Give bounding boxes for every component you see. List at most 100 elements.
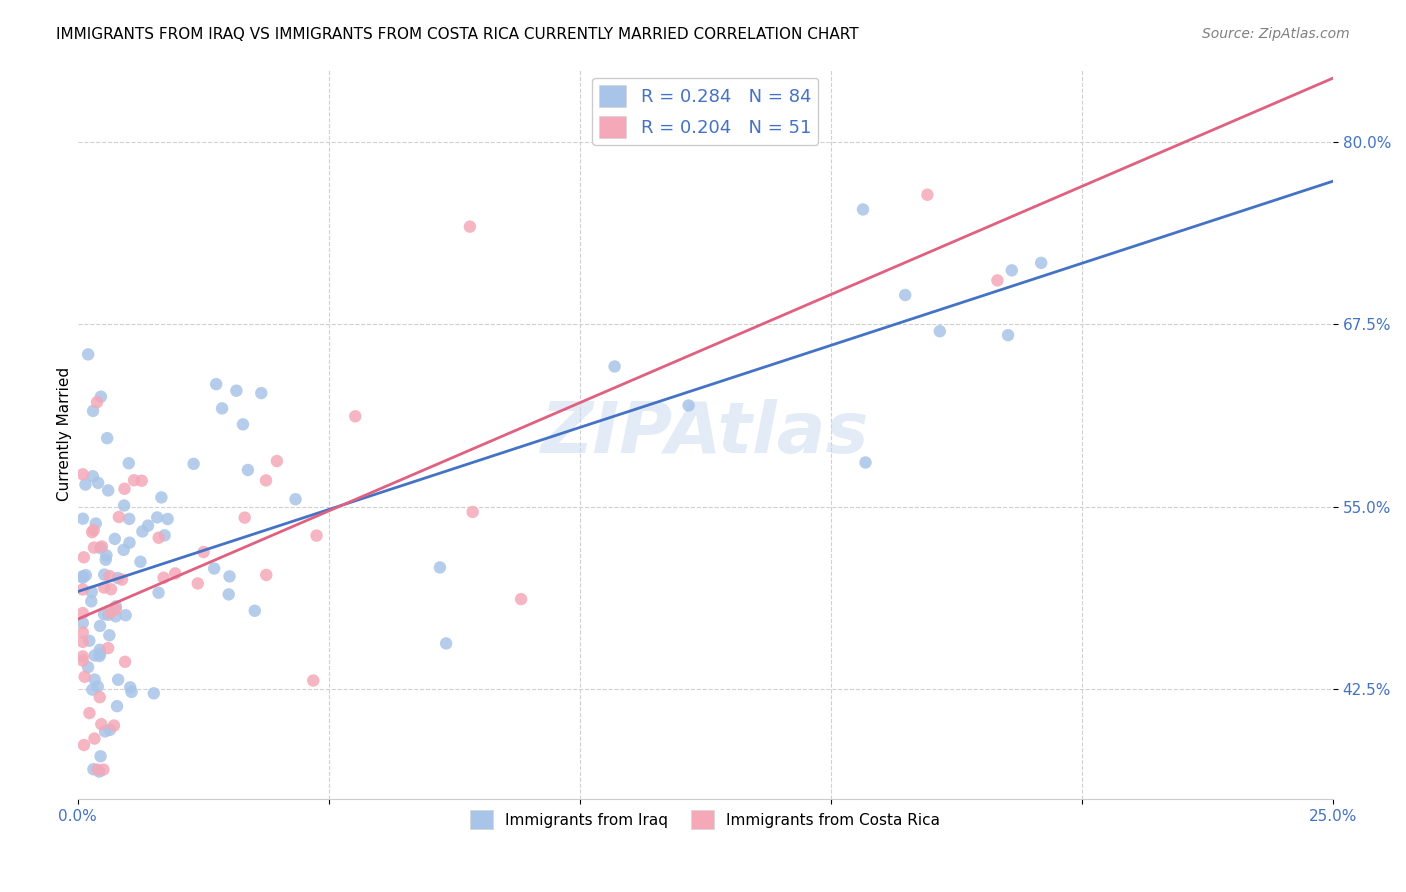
Point: [136, 518, 159, 533]
Point: [82, 762, 104, 776]
Point: [97, 483, 120, 498]
Point: [93, 581, 115, 595]
Point: [146, 510, 169, 524]
Point: [89, 764, 111, 779]
Point: [89, 690, 111, 705]
Point: [104, 602, 127, 616]
Point: [83, 541, 105, 555]
Point: [510, 592, 533, 607]
Point: [104, 609, 127, 624]
Point: [148, 586, 170, 600]
Point: [72, 606, 94, 620]
Point: [94, 552, 117, 566]
Point: [129, 555, 152, 569]
Point: [98, 569, 121, 583]
Point: [72, 625, 94, 640]
Point: [90, 749, 112, 764]
Point: [254, 474, 277, 488]
Point: [120, 681, 142, 695]
Point: [114, 608, 136, 623]
Point: [84, 516, 107, 531]
Point: [236, 463, 259, 477]
Point: [344, 409, 367, 424]
Point: [225, 384, 247, 398]
Point: [302, 673, 325, 688]
Point: [114, 655, 136, 669]
Point: [112, 499, 135, 513]
Point: [461, 505, 484, 519]
Point: [104, 599, 127, 614]
Point: [83, 731, 105, 746]
Point: [83, 523, 105, 537]
Point: [96, 549, 118, 563]
Point: [100, 582, 122, 597]
Point: [894, 288, 917, 302]
Point: [98, 723, 121, 737]
Point: [72, 635, 94, 649]
Point: [93, 763, 115, 777]
Point: [89, 642, 111, 657]
Point: [917, 187, 939, 202]
Point: [103, 718, 125, 732]
Point: [232, 417, 254, 432]
Point: [153, 528, 176, 542]
Point: [118, 456, 141, 470]
Point: [122, 473, 145, 487]
Point: [80, 525, 103, 540]
Point: [72, 654, 94, 668]
Point: [233, 510, 256, 524]
Point: [80, 585, 103, 599]
Point: [72, 582, 94, 597]
Point: [266, 454, 288, 468]
Point: [86, 763, 108, 777]
Point: [80, 594, 103, 608]
Point: [72, 649, 94, 664]
Point: [111, 573, 134, 587]
Point: [90, 540, 112, 554]
Point: [89, 647, 111, 661]
Point: [1031, 256, 1053, 270]
Point: [121, 685, 143, 699]
Point: [429, 560, 451, 574]
Point: [603, 359, 626, 374]
Point: [250, 386, 273, 401]
Point: [305, 528, 328, 542]
Point: [458, 219, 481, 234]
Point: [855, 455, 877, 469]
Point: [79, 706, 101, 720]
Point: [93, 607, 115, 622]
Point: [243, 604, 266, 618]
Point: [107, 673, 129, 687]
Point: [107, 571, 129, 585]
Point: [104, 532, 127, 546]
Point: [118, 512, 141, 526]
Point: [156, 512, 179, 526]
Point: [193, 545, 215, 559]
Point: [152, 571, 174, 585]
Point: [90, 390, 112, 404]
Point: [852, 202, 875, 217]
Point: [72, 467, 94, 482]
Point: [73, 550, 96, 565]
Point: [72, 569, 94, 583]
Point: [72, 615, 94, 630]
Point: [142, 686, 165, 700]
Text: ZIPAtlas: ZIPAtlas: [541, 400, 869, 468]
Legend: Immigrants from Iraq, Immigrants from Costa Rica: Immigrants from Iraq, Immigrants from Co…: [464, 805, 946, 835]
Text: IMMIGRANTS FROM IRAQ VS IMMIGRANTS FROM COSTA RICA CURRENTLY MARRIED CORRELATION: IMMIGRANTS FROM IRAQ VS IMMIGRANTS FROM …: [56, 27, 859, 42]
Point: [83, 673, 105, 687]
Point: [986, 273, 1008, 287]
Point: [97, 640, 120, 655]
Point: [678, 399, 700, 413]
Point: [77, 660, 100, 674]
Point: [218, 569, 240, 583]
Point: [131, 524, 153, 539]
Point: [187, 576, 209, 591]
Point: [89, 619, 111, 633]
Point: [434, 636, 457, 650]
Point: [73, 670, 96, 684]
Point: [218, 587, 240, 601]
Point: [284, 492, 307, 507]
Point: [205, 377, 228, 392]
Point: [75, 568, 97, 582]
